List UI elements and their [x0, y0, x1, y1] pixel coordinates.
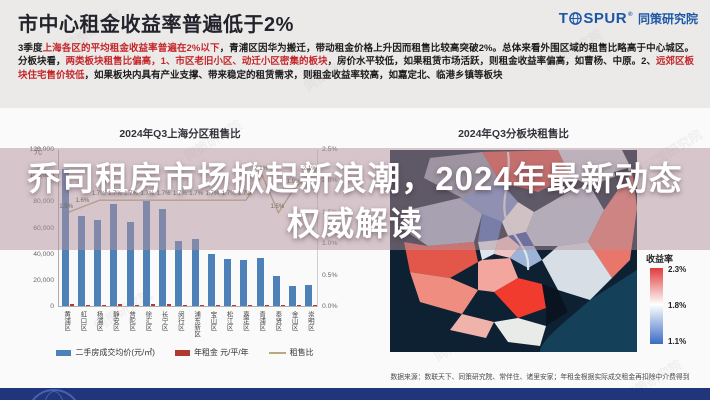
ratio-point-label: 1.7%: [206, 191, 220, 197]
legend-item: 租售比: [269, 347, 314, 358]
x-axis-label: 松江区: [224, 311, 233, 351]
map-legend-title: 收益率: [646, 252, 673, 265]
x-axis-label: 杨浦区: [94, 311, 103, 351]
ratio-point-label: 2.1%: [303, 166, 317, 172]
x-axis-label: 长宁区: [159, 311, 168, 351]
legend-line-chip: [269, 352, 286, 354]
legend-bar-chip: [56, 350, 71, 356]
rent-bar: [265, 305, 269, 307]
globe-decoration-icon: [26, 389, 82, 400]
legend-label: 二手房成交均价(元/㎡): [75, 347, 155, 358]
tospur-logo: T SPUR ® 同策研究院: [559, 10, 698, 27]
x-axis-label: 静安区: [110, 311, 119, 351]
legend-bar-chip: [175, 350, 190, 356]
rent-bar: [183, 305, 187, 307]
legend-stop-high: 2.3%: [668, 265, 686, 274]
rent-bar: [232, 305, 236, 307]
rent-bar: [167, 304, 171, 306]
legend-item: 年租金 元/平/年: [175, 347, 249, 358]
x-axis-label: 崇明区: [305, 311, 314, 351]
price-bar: [240, 260, 247, 306]
ratio-point-label: 1.7%: [157, 191, 171, 197]
bar-chart-title: 2024年Q3上海分区租售比: [40, 126, 320, 141]
legend-stop-mid: 1.8%: [668, 301, 686, 310]
paragraph-run: 上海各区的平均租金收益率普遍在2%以下: [43, 43, 220, 54]
y-left-tick: 0: [12, 303, 54, 310]
price-bar: [175, 241, 182, 306]
rent-bar: [216, 305, 220, 307]
legend-item: 二手房成交均价(元/㎡): [56, 347, 155, 358]
rent-bar: [86, 305, 90, 307]
rent-bar: [200, 305, 204, 307]
slide: 同策研究院 同策研究院 同策研究院 同策研究院 同策研究院 同策研究院 同策研究…: [0, 0, 710, 400]
ratio-point-label: 1.7%: [124, 191, 138, 197]
banner-headline: 乔司租房市场掀起新浪潮，2024年最新动态权威解读: [15, 156, 695, 246]
summary-paragraph: 3季度上海各区的平均租金收益率普遍在2%以下，青浦区因华为搬迁，带动租金价格上升…: [18, 42, 694, 82]
data-source-note: 数据来源：数联天下、同策研究院、常伴住、诸里安家；年租金根据实际成交租金再扣除中…: [370, 371, 710, 381]
rent-bar: [281, 305, 285, 307]
y-left-tick: 40,000: [12, 251, 54, 258]
x-axis-label: 宝山区: [208, 311, 217, 351]
logo-letter-t: T: [559, 10, 569, 27]
y-right-tick: 0.5%: [322, 272, 338, 279]
price-bar: [257, 258, 264, 306]
ratio-point-label: 1.5%: [59, 204, 73, 210]
paragraph-run: 两类板块租售比偏高，1、市区老旧小区、动迁小区密集的板块: [66, 56, 328, 67]
ratio-point-label: 1.7%: [141, 191, 155, 197]
x-axis-label: 普陀区: [127, 311, 136, 351]
rent-bar: [297, 305, 301, 307]
x-axis-label: 金山区: [289, 311, 298, 351]
x-axis-label: 闵行区: [175, 311, 184, 351]
ratio-point-label: 1.7%: [173, 191, 187, 197]
paragraph-run: ，房价水平较低，如果租赁市场活跃，则租金收益率偏高，如曹杨、中原。2、: [327, 56, 655, 67]
rent-bar: [151, 304, 155, 306]
x-axis-label: 青浦区: [257, 311, 266, 351]
chart-legend: 二手房成交均价(元/㎡) 年租金 元/平/年 租售比: [40, 347, 330, 358]
x-axis-label: 浦东新区: [192, 311, 201, 351]
legend-label: 年租金 元/平/年: [194, 347, 249, 358]
page-title: 市中心租金收益率普遍低于2%: [18, 8, 294, 37]
rent-bar: [135, 305, 139, 307]
price-bar: [208, 254, 215, 306]
map-legend-gradient: [650, 268, 663, 344]
legend-stop-low: 1.1%: [668, 337, 686, 346]
paragraph-run: ，如果板块内具有产业支撑、带来稳定的租赁需求，则租金收益率较高，如嘉定北、临港乡…: [85, 70, 503, 81]
price-bar: [273, 276, 280, 306]
x-axis-label: 虹口区: [78, 311, 87, 351]
map-chart-title: 2024年Q3分板块租售比: [390, 126, 637, 141]
x-axis-label: 嘉定区: [240, 311, 249, 351]
rent-bar: [70, 304, 74, 306]
rent-bar: [102, 305, 106, 307]
globe-icon: [569, 12, 582, 25]
registered-mark: ®: [628, 12, 633, 18]
x-axis-label: 奉贤区: [273, 311, 282, 351]
ratio-point-label: 1.7%: [238, 191, 252, 197]
legend-label: 租售比: [290, 347, 314, 358]
x-axis-label: 徐汇区: [143, 311, 152, 351]
footer-bar: [0, 388, 710, 400]
paragraph-run: 3季度: [18, 43, 43, 54]
ratio-point-label: 1.7%: [92, 191, 106, 197]
logo-brand: T SPUR ®: [559, 10, 633, 27]
ratio-point-label: 1.5%: [271, 204, 285, 210]
price-bar: [305, 285, 312, 306]
ratio-point-label: 1.9%: [287, 179, 301, 185]
y-left-tick: 20,000: [12, 277, 54, 284]
rent-bar: [248, 305, 252, 307]
ratio-point-label: 1.7%: [189, 191, 203, 197]
price-bar: [224, 259, 231, 306]
rent-bar: [313, 305, 317, 307]
ratio-point-label: 1.6%: [76, 198, 90, 204]
ratio-point-label: 2.1%: [254, 166, 268, 172]
logo-letters-spur: SPUR: [583, 10, 627, 27]
ratio-point-label: 1.7%: [222, 191, 236, 197]
rent-bar: [118, 304, 122, 306]
logo-cjk: 同策研究院: [638, 10, 698, 27]
x-axis-label: 黄浦区: [62, 311, 71, 351]
ratio-point-label: 1.7%: [108, 191, 122, 197]
y-right-tick: 0.0%: [322, 303, 338, 310]
price-bar: [289, 286, 296, 306]
